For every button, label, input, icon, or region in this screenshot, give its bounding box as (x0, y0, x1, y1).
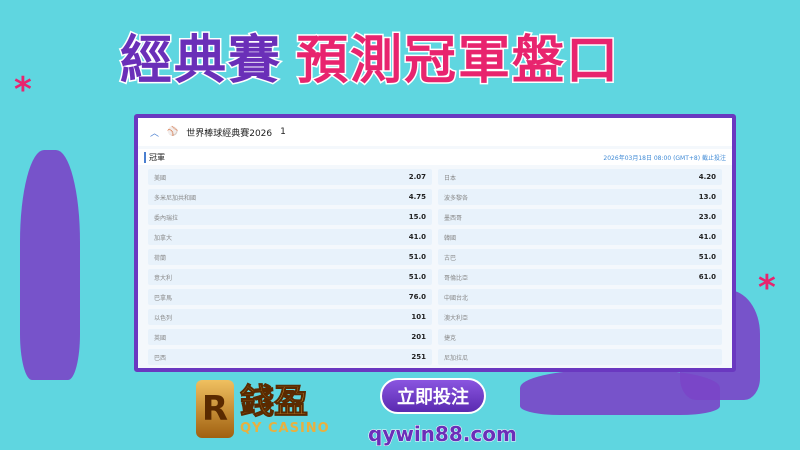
player-illustration (520, 370, 720, 415)
odds-value: 76.0 (408, 293, 426, 301)
team-name: 古巴 (444, 254, 457, 262)
logo-name-cn: 錢盈 (240, 381, 309, 422)
team-name: 捷克 (444, 334, 457, 342)
odds-row[interactable]: 墨西哥 23.0 (438, 209, 722, 225)
team-name: 哥倫比亞 (444, 274, 469, 282)
team-name: 英國 (154, 334, 167, 342)
odds-row[interactable]: 意大利 51.0 (148, 269, 432, 285)
odds-value: 4.20 (698, 173, 716, 181)
title-part2: 預測冠軍盤口 (295, 30, 621, 93)
team-name: 荷蘭 (154, 254, 167, 262)
odds-value: 41.0 (408, 233, 426, 241)
odds-value: 51.0 (408, 253, 426, 261)
team-name: 委內瑞拉 (154, 214, 179, 222)
banner-title: 經典賽 預測冠軍盤口 (118, 18, 621, 93)
team-name: 波多黎各 (444, 194, 469, 202)
casino-logo: R 錢盈 QY CASINO (196, 380, 330, 438)
odds-value: 101 (411, 313, 426, 321)
event-header[interactable]: ︿ ⚾ 世界棒球經典賽2026 1 (138, 118, 732, 146)
baseball-icon: ⚾ (167, 127, 179, 137)
odds-row[interactable]: 日本 4.20 (438, 169, 722, 185)
odds-row[interactable]: 澳大利亞 (438, 309, 722, 325)
team-name: 尼加拉瓜 (444, 354, 469, 362)
odds-row[interactable]: 英國 201 (148, 329, 432, 345)
odds-value: 251 (411, 353, 426, 361)
odds-value: 23.0 (698, 213, 716, 221)
odds-row[interactable]: 美國 2.07 (148, 169, 432, 185)
odds-row[interactable]: 以色列 101 (148, 309, 432, 325)
odds-row[interactable]: 波多黎各 13.0 (438, 189, 722, 205)
market-label: 冠軍 (144, 151, 165, 163)
odds-value: 15.0 (408, 213, 426, 221)
team-name: 澳大利亞 (444, 314, 469, 322)
event-count: 1 (280, 127, 286, 137)
odds-value: 4.75 (408, 193, 426, 201)
odds-row[interactable]: 捷克 (438, 329, 722, 345)
team-name: 韓國 (444, 234, 457, 242)
team-name: 美國 (154, 174, 167, 182)
market-header: 冠軍 2026年03月18日 08:00 (GMT+8) 截止投注 (138, 149, 732, 165)
team-name: 以色列 (154, 314, 173, 322)
odds-value: 41.0 (698, 233, 716, 241)
odds-value: 51.0 (698, 253, 716, 261)
odds-row[interactable]: 哥倫比亞 61.0 (438, 269, 722, 285)
asterisk-decoration: * (758, 268, 776, 308)
odds-row[interactable]: 中國台北 (438, 289, 722, 305)
team-name: 日本 (444, 174, 457, 182)
odds-value: 51.0 (408, 273, 426, 281)
player-illustration (20, 150, 80, 380)
odds-row[interactable]: 古巴 51.0 (438, 249, 722, 265)
odds-row[interactable]: 韓國 41.0 (438, 229, 722, 245)
odds-row[interactable]: 尼加拉瓜 (438, 349, 722, 365)
odds-grid: 美國 2.07 日本 4.20 多米尼加共和國 4.75 波多黎各 13.0 委內瑞拉 15.0 墨… (138, 165, 732, 365)
deadline-text: 2026年03月18日 08:00 (GMT+8) 截止投注 (603, 154, 726, 162)
odds-row[interactable]: 巴西 251 (148, 349, 432, 365)
odds-panel: ︿ ⚾ 世界棒球經典賽2026 1 冠軍 2026年03月18日 08:00 (… (134, 114, 736, 372)
site-url[interactable]: qywin88.com (368, 422, 518, 447)
odds-value: 61.0 (698, 273, 716, 281)
team-name: 中國台北 (444, 294, 469, 302)
logo-mark: R (196, 380, 234, 438)
odds-row[interactable]: 荷蘭 51.0 (148, 249, 432, 265)
team-name: 意大利 (154, 274, 173, 282)
odds-row[interactable]: 加拿大 41.0 (148, 229, 432, 245)
odds-row[interactable]: 巴拿馬 76.0 (148, 289, 432, 305)
team-name: 巴拿馬 (154, 294, 173, 302)
odds-value: 2.07 (408, 173, 426, 181)
odds-row[interactable]: 多米尼加共和國 4.75 (148, 189, 432, 205)
odds-value: 201 (411, 333, 426, 341)
event-name: 世界棒球經典賽2026 (186, 128, 273, 139)
logo-name-en: QY CASINO (240, 420, 330, 436)
team-name: 多米尼加共和國 (154, 194, 197, 202)
asterisk-decoration: * (14, 70, 32, 110)
team-name: 巴西 (154, 354, 167, 362)
team-name: 墨西哥 (444, 214, 463, 222)
chevron-up-icon[interactable]: ︿ (150, 128, 160, 139)
odds-value: 13.0 (698, 193, 716, 201)
team-name: 加拿大 (154, 234, 173, 242)
odds-row[interactable]: 委內瑞拉 15.0 (148, 209, 432, 225)
bet-now-button[interactable]: 立即投注 (380, 378, 486, 414)
title-part1: 經典賽 (118, 30, 283, 93)
